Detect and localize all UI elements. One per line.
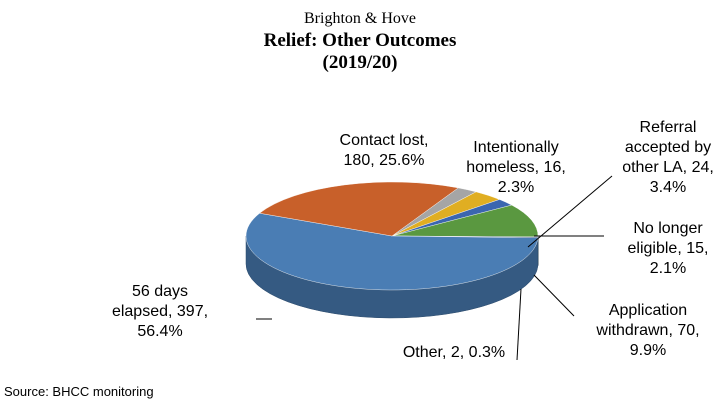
chart-title-area: Brighton & Hove [304, 10, 416, 27]
leader-line-other [516, 288, 522, 361]
chart-title-period: (2019/20) [322, 52, 398, 73]
pie-slice-56-days-elapsed [245, 213, 539, 291]
chart-title-block: Brighton & Hove Relief: Other Outcomes (… [250, 8, 470, 74]
data-label-application-withdrawn: Application withdrawn, 70, 9.9% [595, 302, 699, 359]
leader-line-referral-accepted-by-other-la [527, 175, 613, 248]
data-label-referral-accepted-by-other-la: Referral accepted by other LA, 24, 3.4% [622, 119, 714, 196]
data-label-intentionally-homeless: Intentionally homeless, 16, 2.3% [466, 139, 566, 196]
pie-top [245, 181, 539, 291]
leader-line-application-withdrawn [533, 274, 575, 317]
data-label-no-longer-eligible: No longer eligible, 15, 2.1% [628, 220, 709, 277]
pie-labels: Intentionally homeless, 16, 2.3% Referral ac… [112, 119, 714, 361]
chart-title: Relief: Other Outcomes [263, 30, 457, 51]
data-label-contact-lost: Contact lost, 180, 25.6% [340, 132, 429, 169]
pie-slice-contact-lost [259, 181, 459, 237]
source-note: Source: BHCC monitoring [4, 384, 154, 399]
data-label-56-days-elapsed: 56 days elapsed, 397, 56.4% [112, 283, 208, 340]
data-label-other: Other, 2, 0.3% [403, 344, 505, 361]
